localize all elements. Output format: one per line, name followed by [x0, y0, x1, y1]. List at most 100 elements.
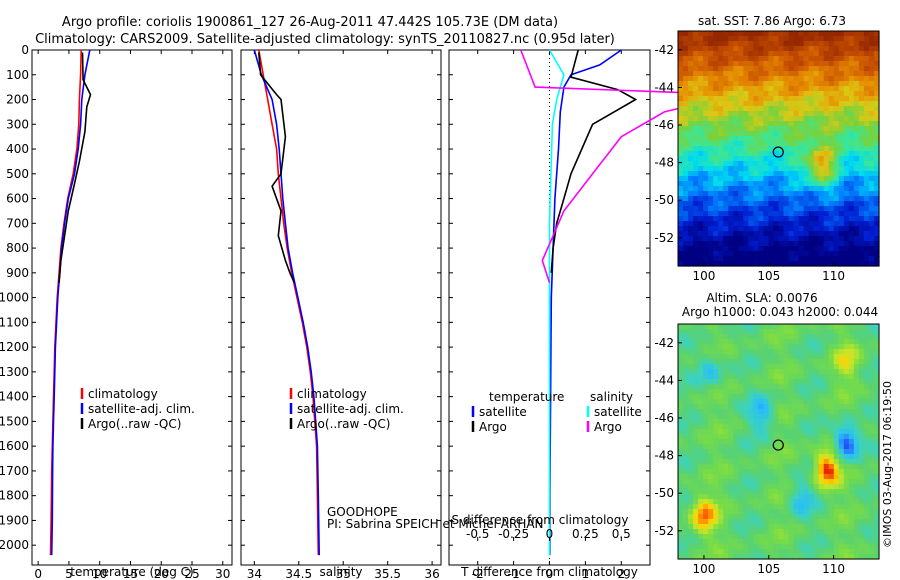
heatmap-cell	[753, 231, 760, 237]
heatmap-cell	[798, 256, 805, 262]
heatmap-cell	[793, 494, 800, 500]
heatmap-cell	[768, 156, 775, 162]
heatmap-cell	[688, 31, 694, 37]
heatmap-cell	[813, 51, 820, 57]
heatmap-cell	[763, 439, 770, 445]
heatmap-cell	[738, 61, 744, 67]
heatmap-cell	[853, 171, 860, 177]
heatmap-cell	[818, 166, 825, 172]
heatmap-cell	[733, 256, 739, 262]
heatmap-cell	[728, 379, 734, 385]
heatmap-cell	[693, 106, 699, 112]
heatmap-cell	[838, 414, 845, 420]
heatmap-cell	[798, 344, 805, 350]
heatmap-cell	[808, 454, 815, 460]
heatmap-cell	[758, 121, 765, 127]
heatmap-cell	[778, 329, 785, 335]
heatmap-cell	[733, 419, 739, 425]
heatmap-cell	[858, 186, 865, 192]
heatmap-cell	[713, 166, 719, 172]
heatmap-cell	[753, 121, 760, 127]
heatmap-cell	[678, 439, 684, 445]
heatmap-cell	[813, 161, 820, 167]
heatmap-cell	[733, 116, 739, 122]
heatmap-cell	[858, 324, 865, 330]
heatmap-cell	[688, 136, 694, 142]
heatmap-cell	[783, 251, 790, 257]
heatmap-cell	[863, 379, 870, 385]
heatmap-cell	[678, 146, 684, 152]
heatmap-cell	[838, 126, 845, 132]
heatmap-cell	[698, 489, 704, 495]
heatmap-cell	[683, 176, 689, 182]
heatmap-cell	[848, 419, 855, 425]
heatmap-cell	[803, 354, 810, 360]
heatmap-cell	[863, 226, 870, 232]
heatmap-cell	[808, 241, 815, 247]
heatmap-cell	[838, 339, 845, 345]
heatmap-cell	[683, 384, 689, 390]
heatmap-cell	[713, 151, 719, 157]
heatmap-cell	[718, 56, 724, 62]
heatmap-cell	[743, 429, 749, 435]
heatmap-cell	[763, 186, 770, 192]
heatmap-cell	[823, 449, 830, 455]
heatmap-cell	[868, 151, 875, 157]
heatmap-cell	[863, 191, 870, 197]
heatmap-cell	[858, 409, 865, 415]
heatmap-cell	[783, 459, 790, 465]
heatmap-cell	[723, 344, 729, 350]
heatmap-cell	[758, 424, 765, 430]
heatmap-cell	[773, 489, 780, 495]
heatmap-cell	[693, 449, 699, 455]
heatmap-cell	[688, 71, 694, 77]
heatmap-cell	[848, 334, 855, 340]
heatmap-cell	[758, 66, 765, 72]
heatmap-cell	[813, 384, 820, 390]
heatmap-cell	[808, 384, 815, 390]
heatmap-cell	[688, 206, 694, 212]
heatmap-cell	[843, 231, 850, 237]
heatmap-cell	[683, 379, 689, 385]
heatmap-cell	[708, 56, 714, 62]
heatmap-cell	[798, 171, 805, 177]
heatmap-cell	[778, 201, 785, 207]
heatmap-cell	[723, 141, 729, 147]
heatmap-cell	[698, 524, 704, 530]
heatmap-cell	[793, 474, 800, 480]
heatmap-cell	[828, 116, 835, 122]
heatmap-cell	[803, 389, 810, 395]
heatmap-cell	[823, 349, 830, 355]
heatmap-cell	[793, 334, 800, 340]
x-tick-label: 30	[215, 567, 230, 580]
heatmap-cell	[733, 156, 739, 162]
heatmap-cell	[833, 191, 840, 197]
heatmap-cell	[693, 554, 699, 560]
heatmap-cell	[783, 544, 790, 550]
heatmap-cell	[763, 399, 770, 405]
heatmap-cell	[768, 236, 775, 242]
heatmap-cell	[813, 539, 820, 545]
heatmap-cell	[743, 444, 749, 450]
heatmap-cell	[863, 334, 870, 340]
heatmap-cell	[753, 539, 760, 545]
heatmap-cell	[728, 424, 734, 430]
heatmap-cell	[688, 424, 694, 430]
heatmap-cell	[708, 479, 714, 485]
heatmap-cell	[778, 499, 785, 505]
heatmap-cell	[768, 116, 775, 122]
heatmap-cell	[803, 106, 810, 112]
heatmap-cell	[838, 364, 845, 370]
heatmap-cell	[778, 31, 785, 37]
heatmap-cell	[808, 539, 815, 545]
heatmap-cell	[698, 96, 704, 102]
heatmap-cell	[738, 419, 744, 425]
header-line2: Climatology: CARS2009. Satellite-adjuste…	[35, 32, 615, 47]
heatmap-cell	[823, 121, 830, 127]
heatmap-cell	[743, 389, 749, 395]
heatmap-cell	[738, 261, 744, 267]
heatmap-cell	[813, 499, 820, 505]
heatmap-cell	[833, 226, 840, 232]
heatmap-cell	[718, 414, 724, 420]
x-tick-label: 36	[424, 567, 439, 580]
